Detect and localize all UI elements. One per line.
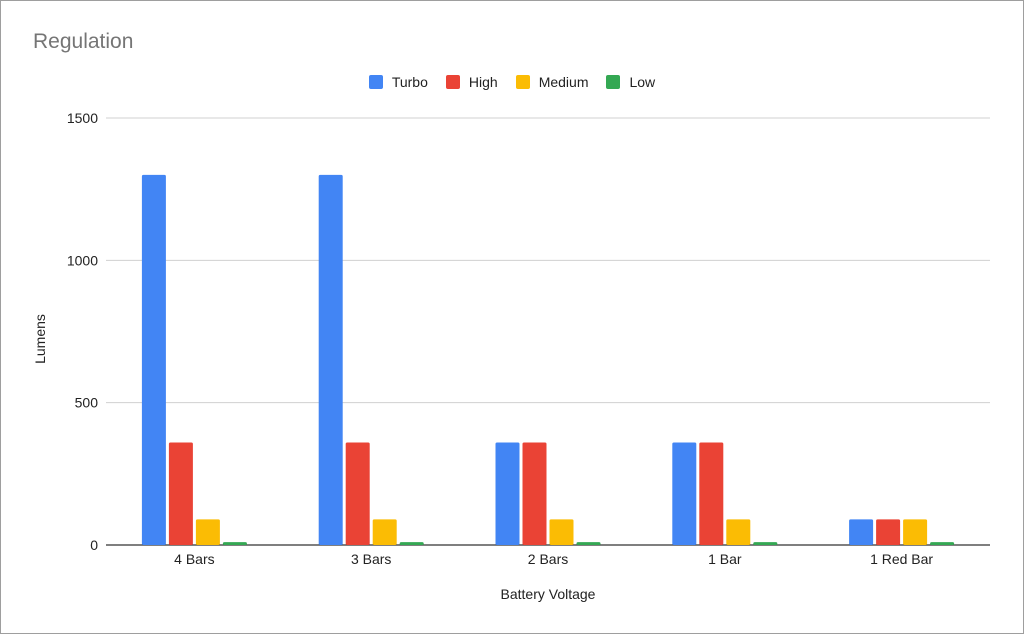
legend: Turbo High Medium Low [0,74,1024,90]
bar-medium [372,519,397,545]
bar-turbo [672,442,697,545]
legend-item-high: High [445,74,498,90]
legend-label: Medium [538,74,589,90]
legend-swatch [606,75,621,89]
bar-low [930,542,955,545]
legend-swatch [445,75,460,89]
bar-high [522,442,547,545]
legend-item-turbo: Turbo [368,74,428,90]
bar-medium [549,519,574,545]
bar-low [222,542,247,545]
y-tick-label: 500 [75,395,99,411]
bar-medium [726,519,751,545]
legend-label: Low [629,74,656,90]
bar-medium [903,519,928,545]
chart-title: Regulation [33,30,134,53]
bar-low [576,542,601,545]
bar-low [753,542,778,545]
x-tick-label: 1 Red Bar [870,551,933,567]
bar-turbo [849,519,874,545]
y-tick-label: 1000 [67,252,98,268]
legend-swatch [515,75,530,89]
bar-high [699,442,724,545]
legend-item-low: Low [606,74,655,90]
bar-turbo [495,442,520,545]
x-tick-label: 1 Bar [708,551,742,567]
y-tick-label: 1500 [67,110,98,126]
bar-medium [195,519,220,545]
legend-swatch [368,75,383,89]
x-tick-label: 3 Bars [351,551,391,567]
bar-high [345,442,370,545]
legend-label: Turbo [391,74,428,90]
legend-item-medium: Medium [515,74,589,90]
x-axis-title: Battery Voltage [501,586,596,602]
y-axis-title: Lumens [32,314,48,364]
bar-high [168,442,193,545]
bar-turbo [318,174,343,545]
y-tick-label: 0 [90,537,98,553]
x-tick-label: 4 Bars [174,551,214,567]
legend-label: High [468,74,498,90]
x-tick-label: 2 Bars [528,551,568,567]
bar-low [399,542,424,545]
bar-turbo [141,174,166,545]
bar-high [876,519,901,545]
